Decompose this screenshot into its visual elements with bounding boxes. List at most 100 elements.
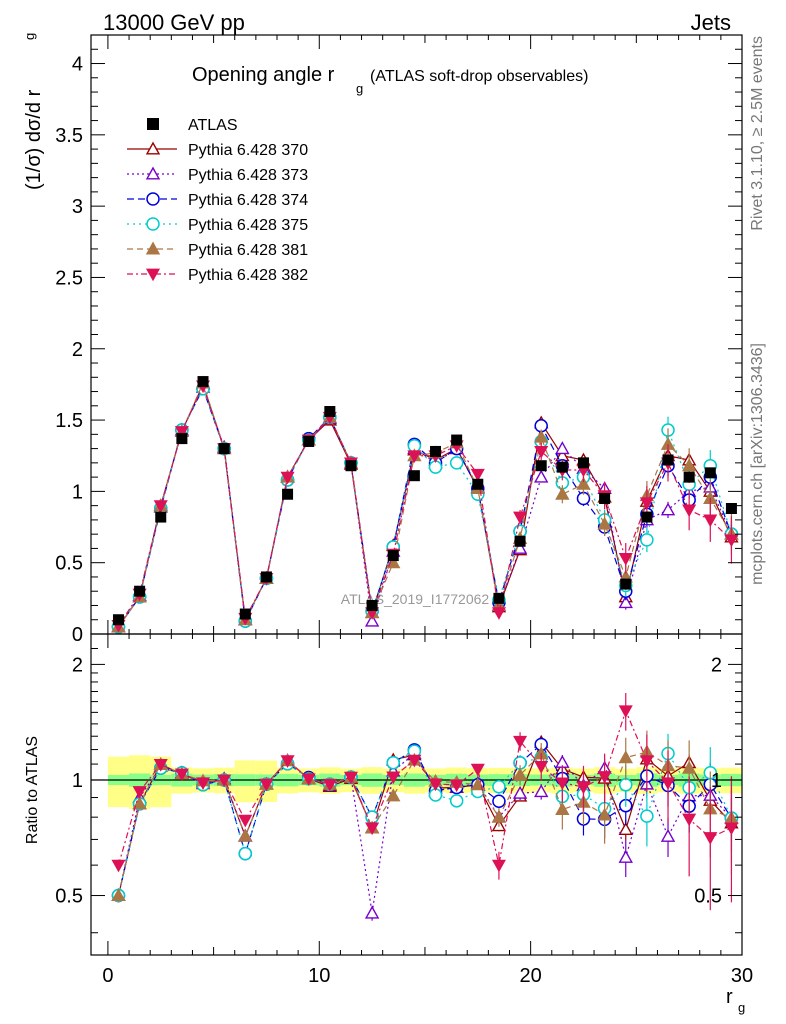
legend: ATLAS Pythia 6.428 370 Pythia 6.428 373 Pyt… <box>127 117 308 284</box>
series-point <box>153 500 168 513</box>
ratio-point <box>449 794 464 808</box>
series-point <box>280 471 295 485</box>
legend-label: Pythia 6.428 382 <box>188 267 308 284</box>
ratio-point <box>661 777 676 790</box>
series-point <box>470 468 485 482</box>
ratio-point <box>217 774 232 788</box>
data-point <box>282 488 294 500</box>
series-point <box>513 511 528 525</box>
data-point <box>218 443 230 455</box>
data-point <box>345 460 357 472</box>
legend-entry: Pythia 6.428 381 <box>127 241 308 259</box>
ratio-point <box>618 822 633 836</box>
chart-title-subscript: g <box>356 81 363 96</box>
ratio-point <box>196 777 211 791</box>
x-tick-label: 0 <box>102 965 113 987</box>
ratio-point <box>153 759 168 772</box>
legend-marker <box>145 141 161 155</box>
y-tick-label: 3 <box>72 196 83 218</box>
legend-label: Pythia 6.428 374 <box>188 192 308 209</box>
legend-marker <box>145 268 161 282</box>
y-tick-label: 0.5 <box>55 886 83 908</box>
chart-title: Opening angle r <box>192 64 335 86</box>
x-tick-label: 10 <box>308 965 330 987</box>
y-tick-label: 2.5 <box>55 267 83 289</box>
ratio-line <box>117 709 732 866</box>
ratio-point <box>386 755 400 770</box>
ratio-point <box>618 849 633 863</box>
legend-label: Pythia 6.428 370 <box>188 142 308 159</box>
ratio-point <box>111 859 126 873</box>
ratio-point <box>639 755 654 769</box>
mcplots-label: mcplots.cern.ch [arXiv:1306.3436] <box>749 343 766 585</box>
ratio-point <box>301 773 316 786</box>
series-point <box>534 446 549 459</box>
ratio-point <box>492 780 506 794</box>
data-point <box>134 585 146 597</box>
ratio-point <box>682 813 697 827</box>
legend-marker <box>146 192 160 206</box>
ratio-point <box>449 779 464 793</box>
y-axis-title: (1/σ) dσ/d r g <box>22 33 45 190</box>
legend-entry: Pythia 6.428 382 <box>127 267 308 284</box>
series-point <box>491 607 506 620</box>
ratio-point <box>132 786 147 799</box>
ratio-point <box>386 771 401 785</box>
ratio-point <box>512 767 528 781</box>
ratio-point <box>555 777 570 791</box>
series-point <box>597 516 612 530</box>
data-point <box>303 435 315 447</box>
ratio-series-6428382 <box>111 693 739 911</box>
series-point <box>534 429 549 443</box>
ratio-point <box>407 754 422 768</box>
data-point <box>683 471 695 483</box>
y-tick-label-right: 0.5 <box>694 886 722 908</box>
main-panel: ATLAS_2019_I1772062 0 0.5 1 1.5 2 2.5 3 3.5 4 Op… <box>22 33 743 646</box>
ratio-point <box>724 822 739 836</box>
y-tick-label-right: 2 <box>711 654 722 676</box>
ratio-point <box>386 788 401 802</box>
x-axis-label: r <box>726 986 733 1008</box>
ratio-point <box>365 822 380 836</box>
series-point <box>703 514 718 528</box>
analysis-label: ATLAS_2019_I1772062 <box>341 591 490 607</box>
data-point <box>176 433 188 445</box>
ratio-point <box>280 755 295 768</box>
ratio-point <box>703 832 718 845</box>
ratio-point <box>576 781 591 795</box>
legend-entry: ATLAS <box>147 117 238 134</box>
series-point <box>618 553 633 566</box>
series-point <box>555 486 570 500</box>
y-tick-label: 0.5 <box>55 553 83 575</box>
series-point <box>660 502 676 516</box>
data-point <box>366 599 378 611</box>
series-point <box>682 504 697 518</box>
y-axis-label-subscript: g <box>22 33 37 40</box>
legend-entry: Pythia 6.428 373 <box>127 166 308 184</box>
data-point <box>641 511 653 523</box>
legend-marker <box>145 241 161 255</box>
ratio-point <box>259 778 274 792</box>
data-point <box>514 535 526 547</box>
y-tick-label: 0 <box>72 624 83 646</box>
energy-label: 13000 GeV pp <box>103 10 245 35</box>
ratio-point <box>618 705 633 719</box>
ratio-point <box>491 859 506 873</box>
legend-label: Pythia 6.428 381 <box>188 242 308 259</box>
legend-entry: Pythia 6.428 375 <box>127 217 308 234</box>
ratio-point <box>238 814 253 828</box>
data-point <box>324 406 336 418</box>
series-point <box>174 426 189 439</box>
series-point <box>576 476 591 490</box>
process-label: Jets <box>691 10 731 35</box>
ratio-point <box>597 771 612 784</box>
ratio-point <box>364 905 380 919</box>
data-point <box>430 445 442 457</box>
ratio-point <box>343 771 358 785</box>
series-line <box>117 384 732 626</box>
legend-label: Pythia 6.428 373 <box>188 167 308 184</box>
legend-label: Pythia 6.428 375 <box>188 217 308 234</box>
data-point <box>112 614 124 626</box>
ratio-point <box>660 828 676 842</box>
